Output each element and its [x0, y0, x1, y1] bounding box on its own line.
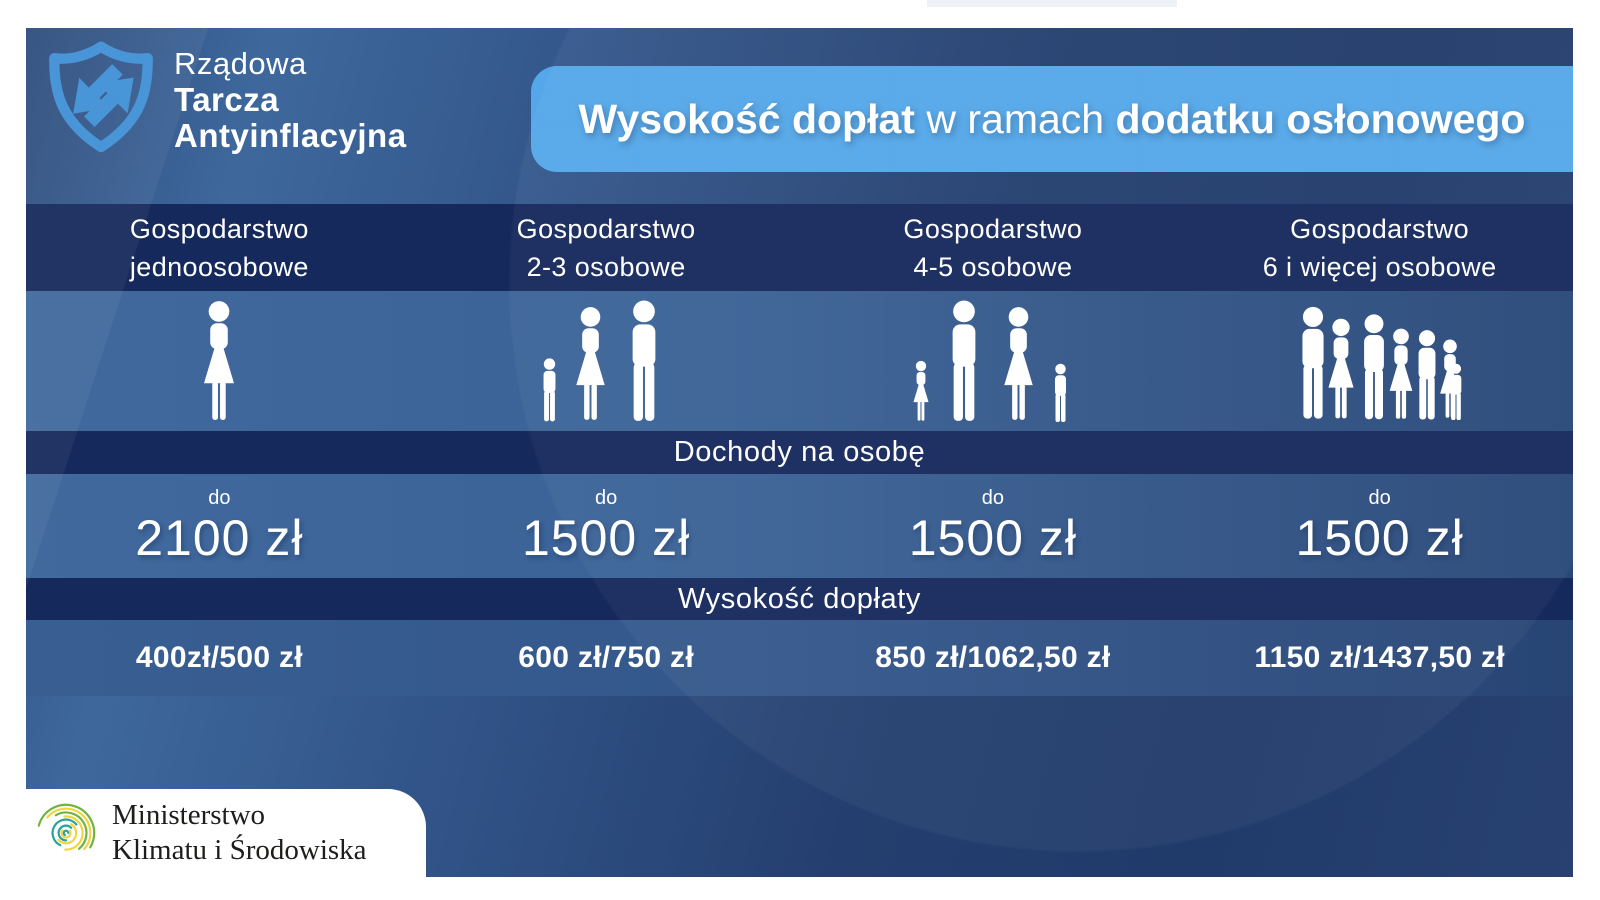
figure-cell-4	[1186, 291, 1573, 431]
infographic-card: Rządowa Tarcza Antyinflacyjna Wysokość d…	[26, 28, 1573, 877]
figure-cell-2	[413, 291, 800, 431]
income-amount: 1500 zł	[908, 510, 1077, 566]
header-household-4: Gospodarstwo 6 i więcej osobowe	[1186, 204, 1573, 291]
large-family-silhouette-icon	[1302, 306, 1461, 421]
title-bold-1: Wysokość dopłat	[578, 95, 915, 142]
family-of-three-silhouette-icon	[543, 300, 656, 422]
brand-line-1: Rządowa	[174, 46, 307, 81]
payment-row: 400zł/500 zł 600 zł/750 zł 850 zł/1062,5…	[26, 620, 1573, 696]
brand-logo: Rządowa Tarcza Antyinflacyjna	[44, 38, 407, 158]
payment-cell-3: 850 zł/1062,50 zł	[875, 641, 1111, 674]
ministry-name-line-2: Klimatu i Środowiska	[112, 834, 367, 866]
income-cell-4: do 1500 zł	[1186, 474, 1573, 578]
brand-line-2: Tarcza	[174, 81, 280, 118]
title-banner: Wysokość dopłat w ramach dodatku osłonow…	[531, 66, 1573, 172]
title-bold-2: dodatku osłonowego	[1115, 95, 1526, 142]
income-prefix: do	[981, 487, 1004, 509]
household-header-row: Gospodarstwo jednoosobowe Gospodarstwo 2…	[26, 204, 1573, 291]
income-cell-3: do 1500 zł	[800, 474, 1187, 578]
ministry-logo-box: Ministerstwo Klimatu i Środowiska	[26, 789, 426, 877]
top-decoration-strip	[927, 0, 1177, 7]
income-prefix: do	[208, 487, 231, 509]
payment-cell-4: 1150 zł/1437,50 zł	[1254, 641, 1505, 674]
title-light: w ramach	[926, 95, 1105, 142]
header-household-1: Gospodarstwo jednoosobowe	[26, 204, 413, 291]
header-line: Gospodarstwo	[1290, 213, 1470, 244]
ministry-name-line-1: Ministerstwo	[112, 799, 266, 831]
income-amount: 1500 zł	[522, 510, 691, 566]
single-person-silhouette-icon	[204, 301, 235, 420]
income-row: do 2100 zł do 1500 zł do 1500 zł do 1500…	[26, 474, 1573, 578]
silhouette-row	[26, 291, 1573, 431]
header-line: 2-3 osobowe	[526, 251, 686, 282]
figure-cell-3	[800, 291, 1187, 431]
income-prefix: do	[595, 487, 618, 509]
income-prefix: do	[1368, 487, 1391, 509]
ministry-name: Ministerstwo Klimatu i Środowiska	[112, 798, 367, 868]
payment-row-label: Wysokość dopłaty	[26, 578, 1573, 620]
header-household-3: Gospodarstwo 4-5 osobowe	[800, 204, 1187, 291]
header-line: 6 i więcej osobowe	[1262, 251, 1497, 282]
header-line: Gospodarstwo	[516, 213, 696, 244]
income-row-label: Dochody na osobę	[26, 431, 1573, 474]
header-line: Gospodarstwo	[129, 213, 309, 244]
figure-cell-1	[26, 291, 413, 431]
income-amount: 2100 zł	[135, 510, 304, 566]
header-household-2: Gospodarstwo 2-3 osobowe	[413, 204, 800, 291]
family-of-four-silhouette-icon	[913, 300, 1066, 422]
payment-cell-2: 600 zł/750 zł	[518, 641, 694, 674]
brand-text: Rządowa Tarcza Antyinflacyjna	[174, 46, 407, 158]
header-line: 4-5 osobowe	[913, 251, 1073, 282]
income-cell-1: do 2100 zł	[26, 474, 413, 578]
anti-inflation-shield-icon	[49, 41, 153, 153]
brand-line-3: Antyinflacyjna	[174, 117, 407, 154]
ministry-spiral-logo-icon	[36, 803, 96, 863]
header-line: Gospodarstwo	[903, 213, 1083, 244]
payment-cell-1: 400zł/500 zł	[135, 641, 303, 674]
income-cell-2: do 1500 zł	[413, 474, 800, 578]
header-line: jednoosobowe	[129, 251, 309, 282]
income-amount: 1500 zł	[1295, 510, 1464, 566]
